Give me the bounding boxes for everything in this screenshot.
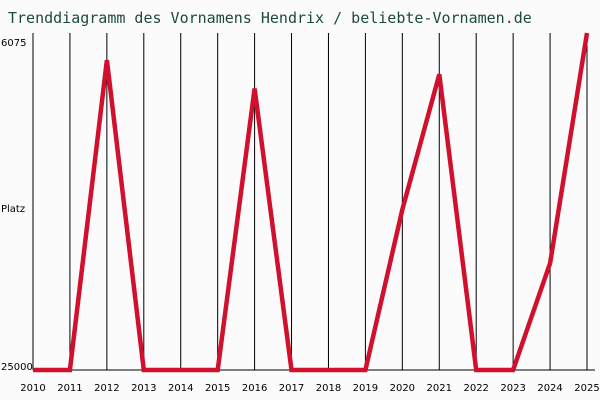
x-tick-label-2015: 2015 bbox=[205, 383, 230, 394]
x-tick-label-2025: 2025 bbox=[574, 383, 599, 394]
x-tick-label-2012: 2012 bbox=[94, 383, 119, 394]
x-tick-label-2022: 2022 bbox=[463, 383, 488, 394]
series-line-0 bbox=[33, 32, 590, 373]
y-axis-label: Platz bbox=[1, 204, 25, 215]
x-tick-label-2016: 2016 bbox=[242, 383, 267, 394]
x-tick-label-2021: 2021 bbox=[427, 383, 452, 394]
x-tick-label-2011: 2011 bbox=[57, 383, 82, 394]
x-tick-label-2014: 2014 bbox=[168, 383, 193, 394]
x-tick-label-2019: 2019 bbox=[353, 383, 378, 394]
x-tick-label-2010: 2010 bbox=[20, 383, 45, 394]
x-tick-label-2017: 2017 bbox=[279, 383, 304, 394]
y-tick-label-bottom: 25000 bbox=[1, 362, 33, 373]
x-tick-label-2023: 2023 bbox=[500, 383, 525, 394]
x-tick-label-2018: 2018 bbox=[316, 383, 341, 394]
x-tick-labels: 2010 2011 2012 2013 2014 2015 2016 2017 2018 2019… bbox=[20, 383, 599, 394]
x-tick-label-2013: 2013 bbox=[131, 383, 156, 394]
series-group bbox=[33, 32, 590, 373]
chart-title: Trenddiagramm des Vornamens Hendrix / be… bbox=[8, 9, 532, 27]
x-tick-label-2020: 2020 bbox=[390, 383, 415, 394]
vertical-gridlines bbox=[69, 33, 588, 370]
y-tick-label-top: 6075 bbox=[1, 38, 26, 49]
x-tick-label-2024: 2024 bbox=[537, 383, 562, 394]
